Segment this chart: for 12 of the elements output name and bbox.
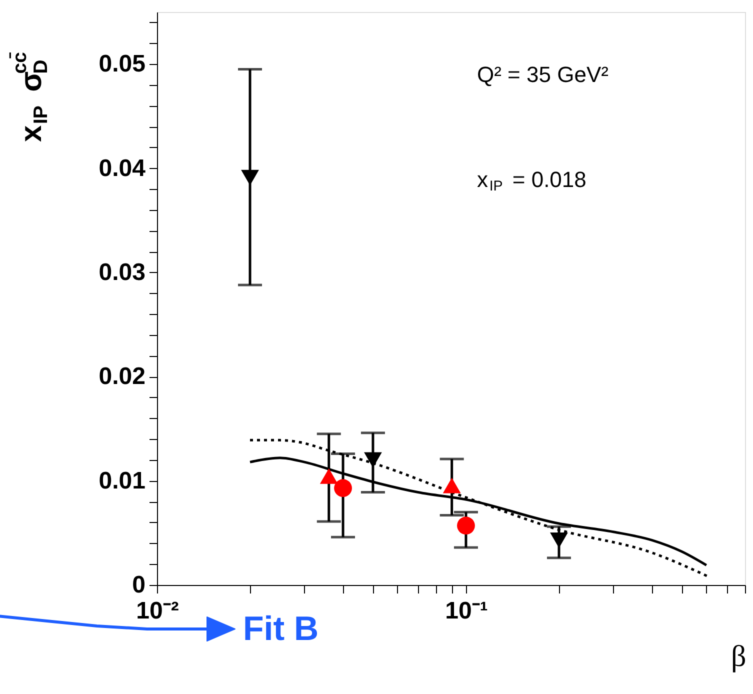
x-axis-title: β [731, 640, 746, 673]
y-tick-label: 0.04 [98, 154, 146, 182]
y-tick-label: 0.01 [98, 467, 146, 494]
text: Fit B [243, 610, 319, 648]
y-axis-title: xIP σDcc̄ [8, 52, 52, 142]
x-tick-label: 10⁻¹ [445, 598, 488, 624]
y-tick-label: 0 [132, 572, 146, 598]
y-tick-label: 0.05 [98, 50, 146, 78]
y-tick-label: 0.02 [98, 363, 146, 390]
x-tick-label: 10⁻² [136, 598, 179, 624]
annotation: Q² = 35 GeV² [477, 62, 608, 87]
y-tick-label: 0.03 [98, 258, 146, 286]
